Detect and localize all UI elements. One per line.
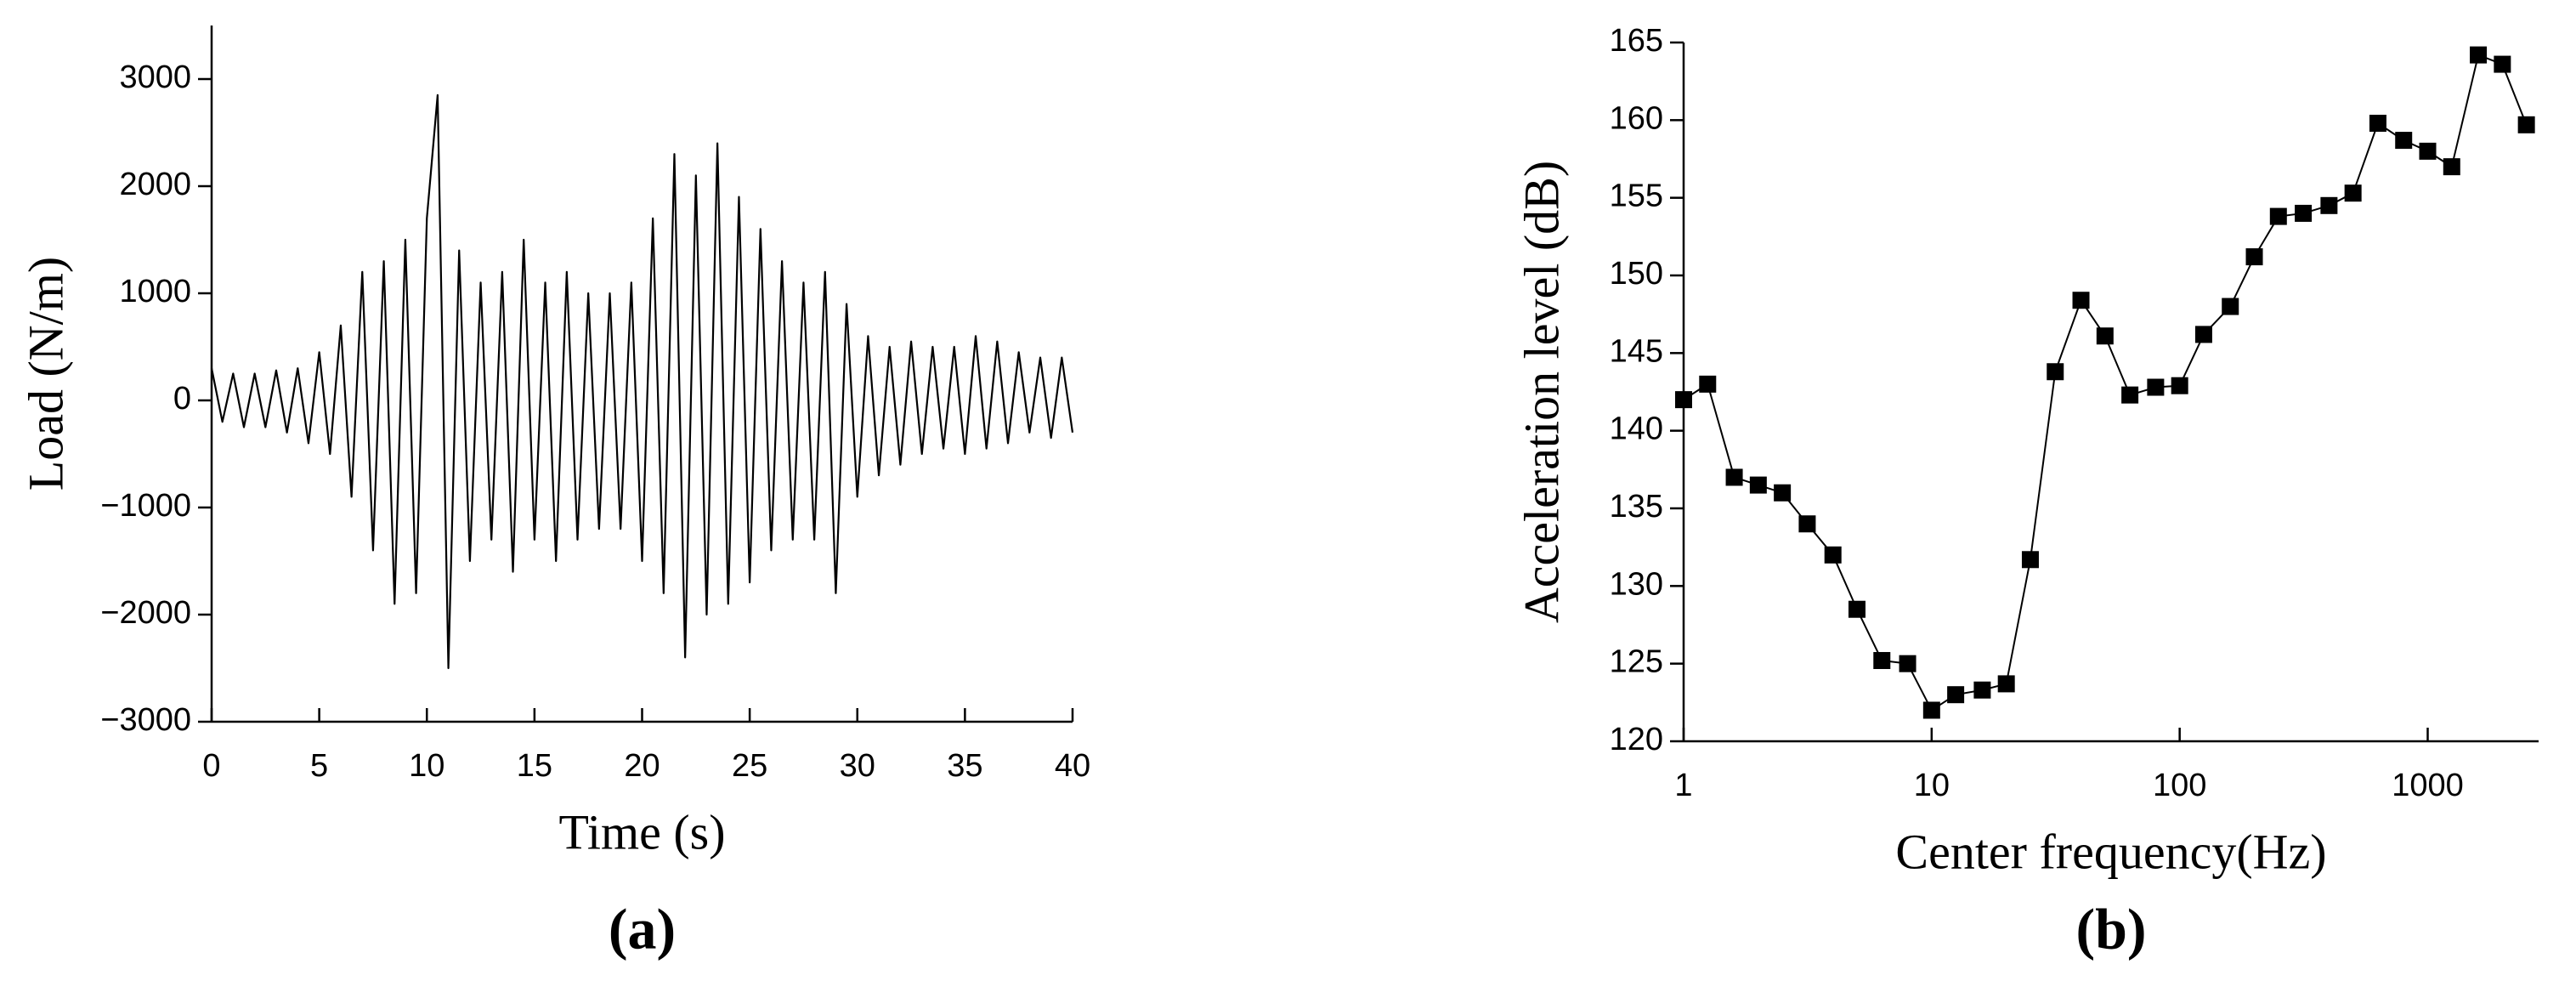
marker [2245, 248, 2263, 266]
x-tick-label: 40 [1055, 748, 1090, 784]
y-tick-label: 2000 [119, 167, 191, 202]
marker [1675, 391, 1692, 409]
x-tick-label: 35 [947, 748, 982, 784]
y-tick-label: 0 [173, 381, 191, 417]
x-tick-label: 1 [1674, 768, 1692, 803]
marker [1699, 375, 1717, 393]
marker [2295, 204, 2313, 222]
marker [2369, 114, 2386, 132]
y-tick-label: 3000 [119, 60, 191, 95]
marker [2194, 326, 2212, 343]
marker [2021, 551, 2039, 569]
y-tick-label: 130 [1610, 566, 1663, 602]
x-tick-label: 10 [1914, 768, 1950, 803]
y-tick-label: 120 [1610, 722, 1663, 757]
marker [2072, 292, 2090, 309]
data-line [210, 94, 1074, 670]
panel-label: (b) [2075, 897, 2146, 961]
x-tick-label: 5 [310, 748, 328, 784]
marker [1749, 476, 1767, 494]
marker [2517, 116, 2535, 133]
x-tick-label: 20 [624, 748, 660, 784]
marker [2443, 158, 2460, 176]
y-tick-label: 125 [1610, 644, 1663, 680]
y-tick-label: −3000 [100, 702, 191, 738]
marker [2096, 327, 2114, 345]
x-axis-title: Time (s) [558, 804, 725, 859]
marker [1947, 686, 1965, 704]
y-tick-label: 160 [1610, 100, 1663, 136]
x-tick-label: 100 [2153, 768, 2206, 803]
y-axis-title: Load (N/m) [18, 257, 73, 490]
y-tick-label: 1000 [119, 274, 191, 309]
y-tick-label: 135 [1610, 489, 1663, 525]
marker [2047, 363, 2064, 381]
y-tick-label: 165 [1610, 23, 1663, 59]
data-line [1683, 54, 2528, 712]
marker [2320, 196, 2338, 214]
marker [1774, 484, 1792, 502]
marker [2395, 132, 2413, 150]
marker [1798, 515, 1816, 533]
marker [1922, 701, 1940, 719]
marker [2121, 386, 2139, 404]
marker [2344, 184, 2362, 202]
marker [2419, 142, 2437, 160]
y-tick-label: 150 [1610, 256, 1663, 292]
panel-label: (a) [609, 897, 676, 961]
marker [2470, 46, 2488, 64]
x-tick-label: 0 [202, 748, 220, 784]
marker [1725, 468, 1743, 486]
y-tick-label: −2000 [100, 595, 191, 631]
x-tick-label: 1000 [2392, 768, 2464, 803]
x-tick-label: 25 [732, 748, 767, 784]
x-axis-title: Center frequency(Hz) [1895, 824, 2326, 879]
x-tick-label: 15 [517, 748, 552, 784]
marker [1973, 681, 1991, 699]
y-tick-label: 140 [1610, 411, 1663, 447]
marker [2494, 55, 2511, 73]
marker [2147, 378, 2165, 396]
marker [2269, 207, 2287, 225]
marker [1873, 652, 1891, 670]
marker [1824, 546, 1842, 564]
y-tick-label: −1000 [100, 488, 191, 524]
marker [1848, 600, 1865, 618]
marker [2171, 377, 2188, 394]
marker [1997, 675, 2015, 693]
y-tick-label: 145 [1610, 333, 1663, 369]
marker [2222, 298, 2239, 315]
x-tick-label: 10 [409, 748, 444, 784]
y-tick-label: 155 [1610, 179, 1663, 214]
y-axis-title: Acceleration level (dB) [1514, 161, 1569, 623]
x-tick-label: 30 [840, 748, 875, 784]
marker [1899, 655, 1916, 672]
